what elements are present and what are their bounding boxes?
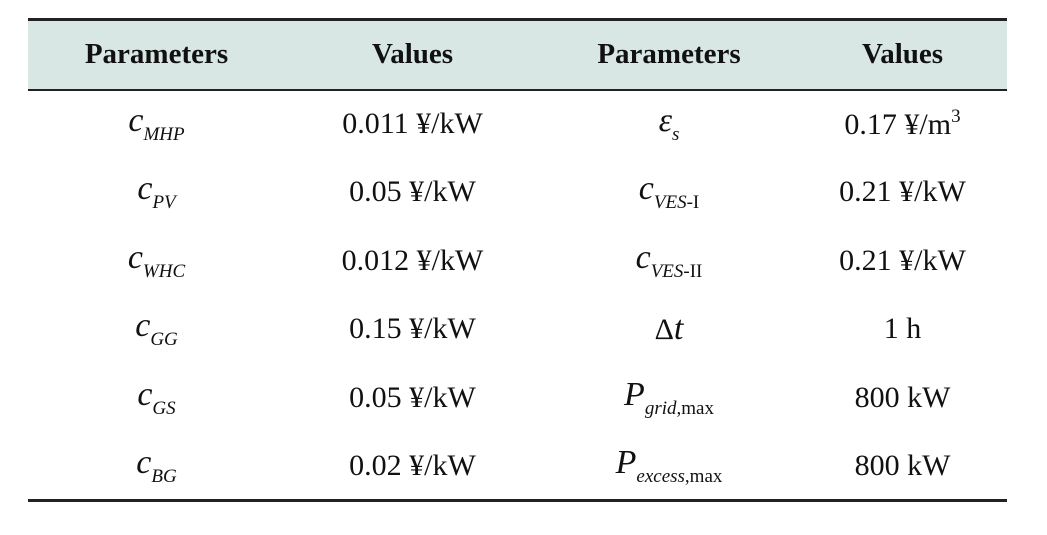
table-row: cGS 0.05 ¥/kW Pgrid,max 800 kW (28, 364, 1007, 433)
text-segment: VES (650, 260, 684, 282)
text-segment: GS (152, 397, 176, 419)
table-cell: cVES-I (540, 158, 798, 227)
table-cell: cGG (28, 295, 285, 364)
text-segment: c (127, 238, 143, 276)
table-cell: 800 kW (854, 380, 951, 414)
table-cell: 0.011 ¥/kW (342, 107, 483, 141)
text-segment: excess (636, 465, 685, 487)
text-segment: P (615, 443, 637, 481)
table-cell: 0.05 ¥/kW (349, 175, 476, 209)
table-cell: 0.21 ¥/kW (839, 243, 966, 277)
header-cell: Parameters (84, 38, 229, 71)
table-body: cMHP 0.011 ¥/kW εs 0.17 ¥/m3 cPV 0.05 ¥/kW cVE… (28, 90, 1007, 501)
table-cell: 0.012 ¥/kW (341, 243, 484, 277)
text-segment: PV (152, 192, 176, 214)
table-cell: εs (540, 90, 798, 159)
header-row: Parameters Values Parameters Values (28, 19, 1007, 90)
text-segment: GG (150, 329, 178, 351)
text-segment: c (136, 443, 152, 481)
table-cell: cPV (28, 158, 285, 227)
text-segment: ε (658, 102, 672, 140)
text-segment: -II (683, 260, 703, 282)
text-segment: grid (644, 397, 677, 419)
text-segment: c (635, 238, 651, 276)
table-cell: 800 kW (854, 448, 951, 482)
table-row: cPV 0.05 ¥/kW cVES-I 0.21 ¥/kW (28, 158, 1007, 227)
table-cell: cWHC (28, 227, 285, 296)
table-row: cWHC 0.012 ¥/kW cVES-II 0.21 ¥/kW (28, 227, 1007, 296)
table-cell: 0.02 ¥/kW (349, 448, 476, 482)
text-segment: VES (653, 192, 687, 214)
table-header: Parameters Values Parameters Values (28, 19, 1007, 90)
text-segment: t (673, 310, 684, 348)
table-cell: 0.17 ¥/m3 (798, 90, 1007, 159)
table-cell: cGS (28, 364, 285, 433)
text-segment: c (128, 102, 144, 140)
parameter-table: Parameters Values Parameters Values cMHP 0.0… (28, 18, 1007, 502)
text-segment: c (137, 375, 153, 413)
table-cell: cMHP (28, 90, 285, 159)
table-cell: 0.05 ¥/kW (349, 380, 476, 414)
text-segment: s (672, 124, 680, 146)
text-segment: -I (686, 192, 700, 214)
table-cell: Δt (540, 295, 798, 364)
text-segment: ,max (676, 397, 714, 419)
text-segment: c (137, 170, 153, 208)
text-segment: P (624, 375, 645, 413)
table-row: cBG 0.02 ¥/kW Pexcess,max 800 kW (28, 432, 1007, 501)
table-cell: 0.15 ¥/kW (349, 312, 476, 346)
table-cell: 0.21 ¥/kW (839, 175, 966, 209)
text-segment: Δ (654, 313, 674, 347)
text-segment: c (135, 307, 151, 345)
text-segment: 3 (951, 106, 961, 128)
text-segment: MHP (143, 124, 185, 146)
header-cell: Values (371, 38, 454, 71)
text-segment: ,max (684, 465, 723, 487)
table-cell: 1 h (883, 312, 922, 346)
header-cell: Values (861, 38, 944, 71)
table-cell: Pexcess,max (540, 432, 798, 501)
table-row: cMHP 0.011 ¥/kW εs 0.17 ¥/m3 (28, 90, 1007, 159)
text-segment: 0.17 ¥/m (844, 108, 952, 142)
text-segment: c (638, 170, 654, 208)
header-cell: Parameters (597, 38, 741, 71)
table-row: cGG 0.15 ¥/kW Δt 1 h (28, 295, 1007, 364)
table-cell: cBG (28, 432, 285, 501)
text-segment: WHC (142, 260, 186, 282)
table-cell: cVES-II (540, 227, 798, 296)
table-cell: Pgrid,max (540, 364, 798, 433)
text-segment: BG (151, 465, 177, 487)
